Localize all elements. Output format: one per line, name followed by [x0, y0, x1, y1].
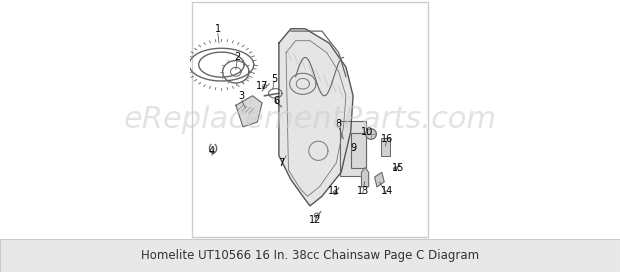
- Text: eReplacementParts.com: eReplacementParts.com: [123, 105, 497, 134]
- Text: 9: 9: [350, 143, 356, 153]
- Text: 13: 13: [356, 187, 369, 196]
- Text: 5: 5: [271, 74, 277, 84]
- Polygon shape: [374, 172, 384, 187]
- Text: 8: 8: [335, 119, 342, 129]
- Text: 3: 3: [239, 91, 245, 101]
- Polygon shape: [279, 29, 353, 206]
- FancyBboxPatch shape: [381, 138, 390, 156]
- Text: 11: 11: [328, 187, 340, 196]
- Text: 4: 4: [209, 146, 215, 156]
- FancyBboxPatch shape: [0, 239, 620, 272]
- Polygon shape: [361, 168, 369, 187]
- Text: 12: 12: [309, 215, 321, 225]
- Text: 6: 6: [273, 95, 280, 106]
- Text: Homelite UT10566 16 In. 38cc Chainsaw Page C Diagram: Homelite UT10566 16 In. 38cc Chainsaw Pa…: [141, 249, 479, 262]
- Text: 2: 2: [234, 52, 240, 63]
- Text: 10: 10: [361, 127, 374, 137]
- Text: 1: 1: [215, 24, 221, 34]
- Text: 17: 17: [256, 81, 268, 91]
- FancyBboxPatch shape: [340, 121, 366, 176]
- Text: 14: 14: [381, 187, 392, 196]
- Text: 16: 16: [381, 134, 392, 144]
- Text: 15: 15: [392, 163, 405, 172]
- Text: 7: 7: [278, 158, 285, 168]
- Polygon shape: [236, 96, 262, 127]
- Polygon shape: [366, 129, 376, 139]
- FancyBboxPatch shape: [351, 133, 366, 168]
